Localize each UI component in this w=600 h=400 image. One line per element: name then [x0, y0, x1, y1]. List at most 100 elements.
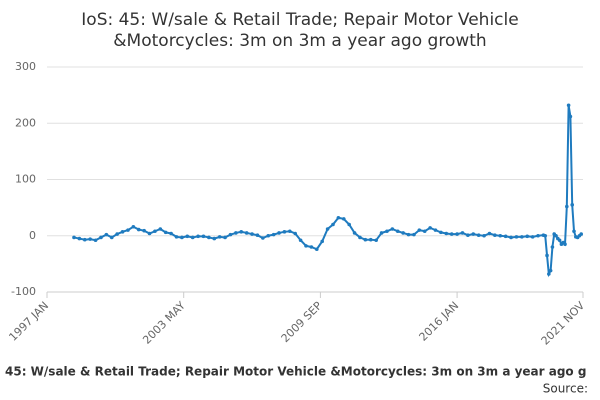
x-tick-label: 1997 JAN [6, 299, 51, 344]
chart-title: &Motorcycles: 3m on 3m a year ago growth [113, 31, 486, 51]
point [314, 247, 319, 252]
point [563, 242, 567, 246]
y-tick-label: -100 [11, 285, 36, 298]
point [309, 245, 314, 249]
point [304, 244, 308, 248]
point [282, 230, 287, 234]
point [493, 233, 497, 237]
x-tick-label: 2009 SEP [279, 299, 325, 345]
point [406, 232, 411, 237]
point [514, 235, 519, 239]
point [185, 234, 190, 239]
point [109, 235, 114, 240]
y-tick-label: 100 [15, 173, 36, 186]
point [557, 238, 562, 243]
point [325, 227, 330, 231]
point [212, 236, 217, 241]
x-tick-label: 2003 MAY [140, 299, 188, 347]
point [498, 233, 503, 238]
point [471, 232, 476, 236]
y-tick-label: 300 [15, 60, 36, 73]
point [358, 235, 362, 240]
point [77, 236, 82, 241]
point [261, 236, 265, 240]
point [271, 232, 276, 237]
point [126, 228, 130, 232]
point [433, 228, 438, 232]
point [390, 227, 395, 231]
point [550, 245, 555, 249]
point [543, 233, 548, 238]
point [572, 229, 576, 234]
point [503, 234, 508, 239]
point [244, 231, 249, 235]
point [466, 233, 470, 237]
point [548, 268, 553, 273]
point [288, 229, 292, 234]
point [530, 235, 535, 239]
point [545, 253, 549, 258]
point [147, 231, 152, 236]
point [460, 231, 465, 235]
point [417, 228, 422, 232]
point [395, 229, 400, 234]
point [88, 237, 92, 241]
point [347, 222, 351, 227]
point [153, 229, 157, 234]
y-tick-label: 0 [29, 229, 36, 242]
point [520, 235, 524, 239]
x-tick-label: 2021 NOV [539, 299, 588, 348]
point [444, 231, 449, 236]
point [439, 230, 443, 235]
point [163, 230, 168, 235]
point [169, 231, 173, 236]
point [201, 234, 206, 239]
point [401, 231, 405, 235]
point [298, 238, 303, 243]
point [136, 227, 141, 232]
point [131, 224, 136, 229]
point [180, 235, 184, 240]
point [566, 103, 571, 108]
point [385, 229, 389, 234]
point [228, 232, 233, 237]
point [368, 237, 373, 242]
point [363, 237, 368, 242]
point [207, 235, 211, 240]
point [93, 238, 98, 243]
point [547, 272, 551, 276]
point [158, 227, 163, 231]
point [509, 235, 513, 240]
point [568, 114, 573, 119]
point [115, 232, 119, 236]
point [277, 231, 281, 235]
point [234, 231, 238, 235]
point [352, 231, 357, 235]
point [104, 232, 109, 237]
point [239, 230, 244, 234]
point [525, 234, 530, 239]
point [565, 204, 569, 209]
y-tick-label: 200 [15, 116, 36, 129]
point [196, 234, 200, 239]
series-line [73, 105, 582, 278]
point [487, 231, 492, 236]
point [331, 222, 335, 227]
point [482, 233, 486, 238]
point [72, 235, 76, 240]
point [579, 232, 584, 236]
point [412, 232, 416, 237]
point [120, 230, 125, 234]
point [320, 239, 324, 244]
point [374, 238, 378, 243]
point [174, 235, 179, 239]
source: Source: [543, 382, 588, 396]
point [266, 233, 271, 238]
point [449, 232, 454, 236]
point [422, 229, 427, 234]
point [455, 232, 459, 236]
point [554, 233, 558, 238]
point [336, 215, 341, 220]
point [428, 226, 432, 230]
